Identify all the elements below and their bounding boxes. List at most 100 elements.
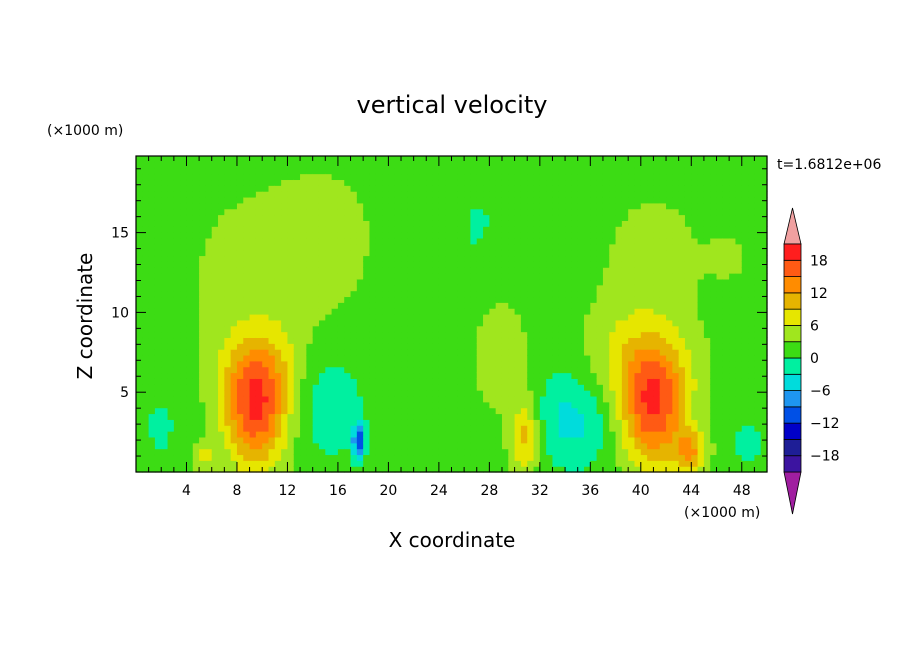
heatmap-cell (640, 337, 648, 344)
heatmap-cell (136, 407, 143, 415)
heatmap-cell (306, 460, 314, 467)
heatmap-cell (173, 220, 181, 227)
heatmap-cell (192, 343, 200, 350)
heatmap-cell (369, 436, 377, 444)
heatmap-cell (666, 267, 673, 274)
heatmap-cell (205, 191, 213, 198)
heatmap-cell (318, 278, 326, 286)
heatmap-cell (154, 419, 162, 426)
heatmap-cell (312, 384, 320, 391)
heatmap-cell (154, 308, 162, 315)
heatmap-cell (274, 319, 282, 327)
heatmap-cell (438, 196, 446, 204)
heatmap-cell (710, 419, 718, 426)
heatmap-cell (350, 378, 358, 385)
heatmap-cell (691, 255, 699, 262)
heatmap-cell (577, 360, 585, 368)
heatmap-cell (287, 302, 295, 309)
heatmap-cell (483, 331, 490, 339)
heatmap-cell (602, 191, 610, 198)
heatmap-cell (426, 273, 434, 280)
heatmap-cell (539, 191, 547, 198)
heatmap-cell (546, 173, 554, 181)
heatmap-cell (596, 401, 604, 409)
heatmap-cell (584, 185, 591, 192)
heatmap-cell (514, 220, 522, 227)
heatmap-cell (659, 384, 667, 391)
heatmap-cell (628, 173, 636, 181)
heatmap-cell (192, 384, 200, 391)
heatmap-cell (464, 354, 472, 362)
heatmap-cell (464, 156, 472, 163)
heatmap-cell (236, 431, 244, 438)
heatmap-cell (236, 390, 244, 397)
heatmap-cell (577, 442, 585, 450)
heatmap-cell (672, 448, 680, 456)
heatmap-cell (306, 191, 314, 198)
heatmap-cell (180, 232, 188, 239)
heatmap-cell (527, 319, 535, 327)
heatmap-cell (281, 366, 289, 374)
heatmap-cell (445, 466, 453, 473)
heatmap-cell (293, 413, 301, 420)
heatmap-cell (558, 196, 566, 204)
heatmap-cell (634, 196, 642, 204)
heatmap-cell (224, 237, 232, 245)
heatmap-cell (659, 314, 667, 321)
heatmap-cell (666, 366, 673, 374)
heatmap-cell (552, 220, 560, 227)
heatmap-cell (331, 302, 339, 309)
heatmap-cell (369, 448, 377, 456)
heatmap-cell (419, 360, 427, 368)
heatmap-cell (375, 284, 383, 292)
heatmap-cell (274, 343, 282, 350)
heatmap-cell (609, 185, 617, 192)
heatmap-cell (154, 395, 162, 403)
heatmap-cell (520, 202, 528, 210)
heatmap-cell (539, 308, 547, 315)
heatmap-cell (337, 466, 345, 473)
heatmap-cell (211, 214, 219, 221)
heatmap-cell (274, 208, 282, 216)
heatmap-cell (457, 267, 465, 274)
heatmap-cell (312, 419, 320, 426)
heatmap-cell (438, 407, 446, 415)
heatmap-cell (483, 226, 490, 233)
heatmap-cell (533, 220, 541, 227)
heatmap-cell (401, 460, 408, 467)
heatmap-cell (211, 354, 219, 362)
heatmap-cell (640, 384, 648, 391)
heatmap-cell (180, 360, 188, 368)
heatmap-cell (520, 319, 528, 327)
heatmap-cell (571, 249, 579, 257)
heatmap-cell (413, 273, 421, 280)
heatmap-cell (697, 232, 705, 239)
heatmap-cell (514, 436, 522, 444)
heatmap-cell (470, 460, 478, 467)
heatmap-cell (514, 390, 522, 397)
heatmap-cell (710, 337, 718, 344)
heatmap-cell (464, 442, 472, 450)
heatmap-cell (350, 331, 358, 339)
heatmap-cell (501, 161, 509, 169)
heatmap-cell (558, 407, 566, 415)
heatmap-cell (426, 243, 434, 251)
heatmap-cell (281, 454, 289, 461)
heatmap-cell (375, 360, 383, 368)
heatmap-cell (565, 425, 572, 432)
heatmap-cell (344, 401, 352, 409)
heatmap-cell (419, 296, 427, 303)
heatmap-cell (211, 161, 219, 169)
heatmap-cell (596, 208, 604, 216)
heatmap-cell (281, 202, 289, 210)
heatmap-cell (136, 466, 143, 473)
heatmap-cell (268, 308, 276, 315)
heatmap-cell (211, 413, 219, 420)
heatmap-cell (205, 331, 213, 339)
heatmap-cell (596, 354, 604, 362)
heatmap-cell (344, 360, 352, 368)
heatmap-cell (356, 331, 364, 339)
heatmap-cell (552, 161, 560, 169)
heatmap-cell (356, 232, 364, 239)
heatmap-cell (501, 232, 509, 239)
